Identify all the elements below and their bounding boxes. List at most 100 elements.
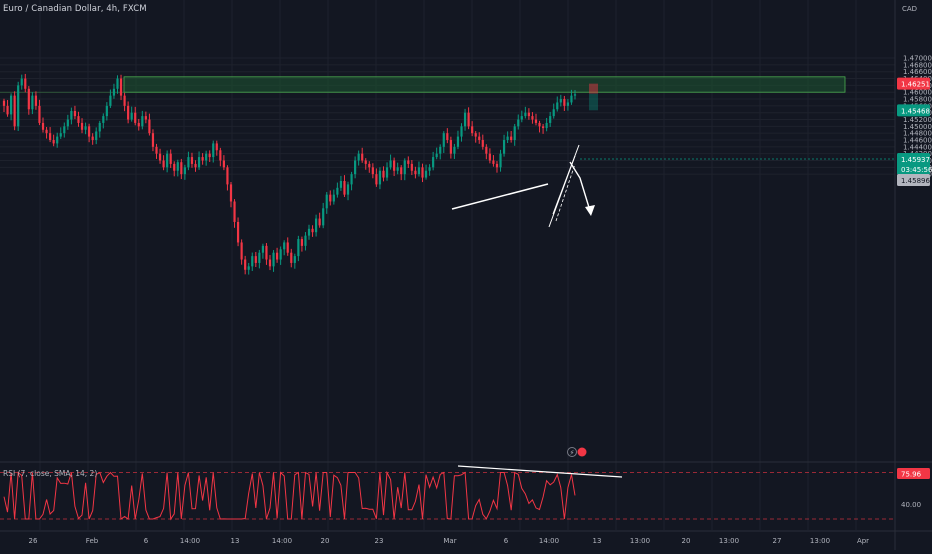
- candle-body[interactable]: [382, 170, 385, 178]
- candle-body[interactable]: [244, 259, 247, 270]
- candle-body[interactable]: [354, 160, 357, 175]
- candle-body[interactable]: [566, 102, 570, 106]
- rsi-line[interactable]: [3, 470, 576, 521]
- candle-body[interactable]: [527, 112, 530, 117]
- candle-body[interactable]: [403, 160, 406, 175]
- candle-body[interactable]: [463, 112, 467, 127]
- candle-body[interactable]: [201, 157, 204, 161]
- candle-body[interactable]: [187, 157, 190, 168]
- candle-body[interactable]: [329, 194, 332, 202]
- candle-body[interactable]: [428, 167, 431, 171]
- candle-body[interactable]: [471, 126, 474, 134]
- candle-body[interactable]: [279, 249, 282, 260]
- candle-body[interactable]: [439, 146, 442, 154]
- candle-body[interactable]: [102, 116, 105, 123]
- candle-body[interactable]: [236, 221, 240, 243]
- lightning-icon[interactable]: [567, 447, 577, 457]
- candle-body[interactable]: [63, 126, 66, 134]
- supply-zone[interactable]: [123, 76, 846, 93]
- candle-body[interactable]: [446, 133, 449, 141]
- candle-body[interactable]: [414, 170, 417, 175]
- candle-body[interactable]: [432, 157, 435, 168]
- candle-body[interactable]: [559, 99, 562, 103]
- candle-body[interactable]: [336, 187, 339, 195]
- candle-body[interactable]: [311, 228, 314, 233]
- candle-body[interactable]: [556, 102, 559, 110]
- candle-body[interactable]: [343, 180, 346, 195]
- candle-body[interactable]: [396, 167, 399, 171]
- candle-body[interactable]: [375, 174, 378, 185]
- candle-body[interactable]: [130, 112, 133, 120]
- candle-body[interactable]: [144, 116, 147, 120]
- candle-body[interactable]: [88, 126, 91, 137]
- candle-body[interactable]: [91, 136, 94, 141]
- candle-body[interactable]: [254, 256, 257, 263]
- candle-body[interactable]: [219, 150, 222, 161]
- candle-body[interactable]: [176, 162, 179, 171]
- candle-body[interactable]: [208, 153, 211, 158]
- candle-body[interactable]: [119, 78, 123, 96]
- candle-body[interactable]: [95, 131, 98, 141]
- candle-body[interactable]: [492, 160, 495, 164]
- candle-body[interactable]: [127, 105, 130, 120]
- candle-body[interactable]: [322, 208, 325, 226]
- candle-body[interactable]: [38, 105, 41, 123]
- candle-body[interactable]: [212, 143, 215, 158]
- candle-body[interactable]: [151, 133, 155, 147]
- candle-body[interactable]: [545, 122, 548, 129]
- candle-body[interactable]: [485, 146, 488, 154]
- candle-body[interactable]: [27, 88, 30, 110]
- candle-body[interactable]: [6, 105, 9, 115]
- candle-body[interactable]: [307, 228, 311, 236]
- candle-body[interactable]: [552, 109, 555, 117]
- candle-body[interactable]: [66, 119, 69, 127]
- candle-body[interactable]: [506, 136, 509, 141]
- candle-body[interactable]: [265, 245, 268, 260]
- candle-body[interactable]: [417, 167, 421, 175]
- candle-body[interactable]: [410, 163, 413, 171]
- candle-body[interactable]: [378, 170, 382, 185]
- candle-body[interactable]: [20, 78, 23, 86]
- candle-body[interactable]: [56, 136, 59, 144]
- candle-body[interactable]: [368, 163, 371, 168]
- candle-body[interactable]: [456, 136, 460, 147]
- candle-body[interactable]: [258, 252, 261, 263]
- candle-body[interactable]: [453, 146, 456, 154]
- candle-body[interactable]: [70, 110, 73, 120]
- candle-body[interactable]: [442, 133, 445, 147]
- candle-body[interactable]: [197, 157, 201, 168]
- candle-body[interactable]: [116, 78, 119, 89]
- candle-body[interactable]: [488, 153, 491, 161]
- candle-body[interactable]: [247, 266, 250, 270]
- candle-body[interactable]: [534, 119, 538, 123]
- candle-body[interactable]: [229, 184, 233, 202]
- candle-body[interactable]: [510, 136, 513, 141]
- candle-body[interactable]: [137, 122, 140, 127]
- candle-body[interactable]: [371, 167, 374, 175]
- candle-body[interactable]: [80, 122, 84, 130]
- candle-body[interactable]: [304, 235, 307, 246]
- candle-body[interactable]: [407, 160, 410, 164]
- candle-body[interactable]: [520, 116, 523, 120]
- candle-body[interactable]: [495, 163, 499, 168]
- candle-body[interactable]: [45, 129, 48, 134]
- candle-body[interactable]: [393, 160, 396, 171]
- rsi-divergence-line[interactable]: [457, 465, 623, 478]
- candle-body[interactable]: [467, 112, 470, 127]
- candle-body[interactable]: [180, 162, 183, 175]
- projection-arrow[interactable]: [569, 161, 592, 215]
- candle-body[interactable]: [109, 95, 112, 106]
- candle-body[interactable]: [563, 99, 566, 106]
- candle-body[interactable]: [474, 133, 477, 137]
- candle-body[interactable]: [283, 242, 286, 250]
- candle-body[interactable]: [361, 153, 364, 161]
- candle-body[interactable]: [2, 100, 6, 106]
- candle-body[interactable]: [502, 140, 506, 154]
- candle-body[interactable]: [339, 180, 343, 188]
- candle-body[interactable]: [314, 218, 318, 233]
- candle-body[interactable]: [158, 153, 162, 161]
- candle-body[interactable]: [318, 218, 321, 226]
- candle-body[interactable]: [41, 122, 45, 130]
- candle-body[interactable]: [240, 242, 243, 260]
